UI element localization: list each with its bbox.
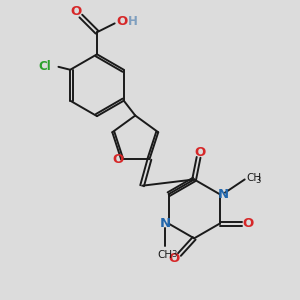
Text: O: O xyxy=(169,252,180,265)
Text: O: O xyxy=(112,153,123,166)
Text: O: O xyxy=(242,217,253,230)
Text: O: O xyxy=(71,5,82,18)
Text: 3: 3 xyxy=(255,176,260,185)
Text: 3: 3 xyxy=(171,250,177,259)
Text: CH: CH xyxy=(246,173,261,183)
Text: H: H xyxy=(128,15,138,28)
Text: O: O xyxy=(194,146,206,159)
Text: Cl: Cl xyxy=(38,60,51,73)
Text: N: N xyxy=(218,188,229,201)
Text: N: N xyxy=(160,217,171,230)
Text: CH: CH xyxy=(158,250,173,260)
Text: O: O xyxy=(116,15,128,28)
